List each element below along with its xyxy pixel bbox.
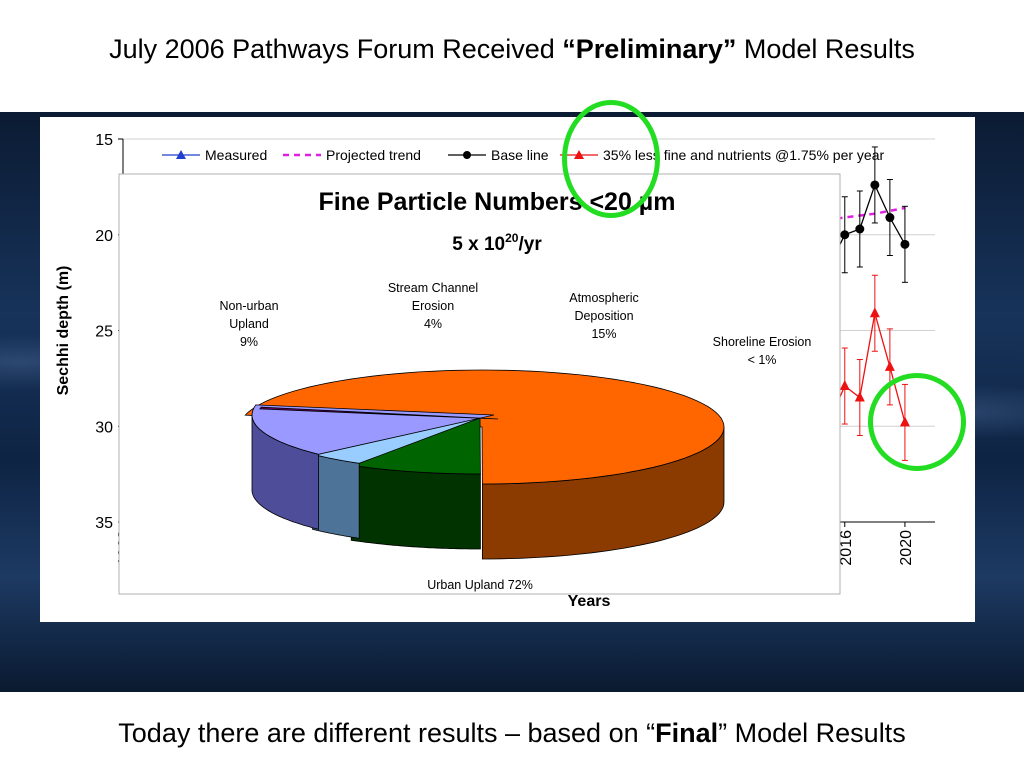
pie-label-2: Stream Channel Erosion 4% — [388, 281, 478, 331]
point-2-2 — [855, 224, 865, 234]
slide-footer: Today there are different results – base… — [0, 718, 1024, 749]
pie-label-line-0-0: Urban Upland 72% — [427, 578, 533, 592]
point-3-3 — [869, 307, 880, 318]
chart-panel: 1520253035196820162020Sechhi depth (m)Ye… — [40, 117, 975, 622]
pie-label-line-1-2: 9% — [240, 335, 258, 349]
pie-label-line-2-2: 4% — [424, 317, 442, 331]
legend-marker-2 — [463, 151, 471, 159]
pie-subtitle-unit: /yr — [518, 234, 542, 255]
legend-item-2: Base line — [448, 147, 549, 163]
pie-subtitle-base: 5 x 10 — [452, 234, 505, 255]
pie-side-2-0 — [312, 453, 360, 539]
legend-item-0: Measured — [162, 147, 267, 163]
pie-top-0 — [244, 369, 725, 485]
pie-top-4 — [258, 406, 499, 420]
pie-side-1-0 — [350, 464, 481, 550]
pie-label-1: Non-urban Upland 9% — [219, 299, 278, 349]
point-2-4 — [885, 213, 895, 223]
legend-label-1: Projected trend — [326, 147, 421, 163]
title-prefix: July 2006 Pathways Forum Received — [109, 34, 563, 64]
pie-label-line-2-0: Stream Channel — [388, 281, 478, 295]
pie-label-line-1-1: Upland — [229, 317, 269, 331]
point-3-1 — [839, 380, 850, 391]
pie-label-4: Shoreline Erosion < 1% — [713, 335, 812, 367]
footer-bold: Final — [655, 718, 719, 748]
y-tick-label-15: 15 — [95, 132, 113, 149]
y-tick-label-35: 35 — [95, 515, 113, 532]
legend-marker-0 — [176, 150, 186, 159]
pie-slice-3 — [251, 404, 495, 530]
pie-top-3 — [251, 404, 495, 455]
point-3-4 — [884, 360, 895, 371]
pie-label-3: Atmospheric Deposition 15% — [569, 291, 638, 341]
legend-item-1: Projected trend — [283, 147, 421, 163]
legend-label-2: Base line — [491, 147, 549, 163]
pie-slice-1 — [350, 416, 481, 550]
pie-label-line-4-1: < 1% — [748, 353, 777, 367]
pie-label-line-3-2: 15% — [591, 327, 616, 341]
fine-particle-pie-chart: Fine Particle Numbers <20 µm5 x 1020/yrU… — [118, 173, 841, 595]
slide-title: July 2006 Pathways Forum Received “Preli… — [0, 34, 1024, 65]
x-axis-title: Years — [568, 593, 611, 610]
x-tick-label-2016: 2016 — [838, 530, 855, 566]
pie-label-line-3-0: Atmospheric — [569, 291, 638, 305]
y-axis-title: Sechhi depth (m) — [55, 266, 72, 396]
pie-label-line-2-1: Erosion — [412, 299, 454, 313]
y-tick-label-25: 25 — [95, 324, 113, 341]
pie-label-line-1-0: Non-urban — [219, 299, 278, 313]
highlight-circle-bottom — [868, 373, 966, 471]
legend-label-3: 35% less fine and nutrients @1.75% per y… — [603, 147, 884, 163]
legend-label-0: Measured — [205, 147, 267, 163]
point-2-1 — [840, 230, 850, 240]
pie-slice-2 — [312, 414, 489, 539]
pie-label-line-3-1: Deposition — [574, 309, 633, 323]
footer-suffix: ” Model Results — [718, 718, 906, 748]
pie-slice-0 — [244, 369, 725, 560]
pie-subtitle-exp: 20 — [505, 231, 519, 245]
title-suffix: Model Results — [736, 34, 915, 64]
x-tick-label-2020: 2020 — [898, 530, 915, 566]
pie-label-line-4-0: Shoreline Erosion — [713, 335, 812, 349]
point-2-3 — [870, 180, 880, 190]
footer-prefix: Today there are different results – base… — [118, 718, 656, 748]
highlight-circle-top — [562, 100, 660, 218]
title-bold: “Preliminary” — [562, 34, 737, 64]
y-tick-label-20: 20 — [95, 228, 113, 245]
point-3-2 — [854, 391, 865, 402]
pie-subtitle: 5 x 1020/yr — [452, 231, 542, 255]
pie-top-1 — [351, 416, 481, 475]
series-line-3 — [829, 313, 906, 423]
point-2-5 — [900, 239, 910, 249]
pie-label-0: Urban Upland 72% — [427, 578, 533, 592]
pie-slice-4 — [258, 406, 499, 420]
series-line-2 — [829, 183, 906, 266]
y-tick-label-30: 30 — [95, 419, 113, 436]
